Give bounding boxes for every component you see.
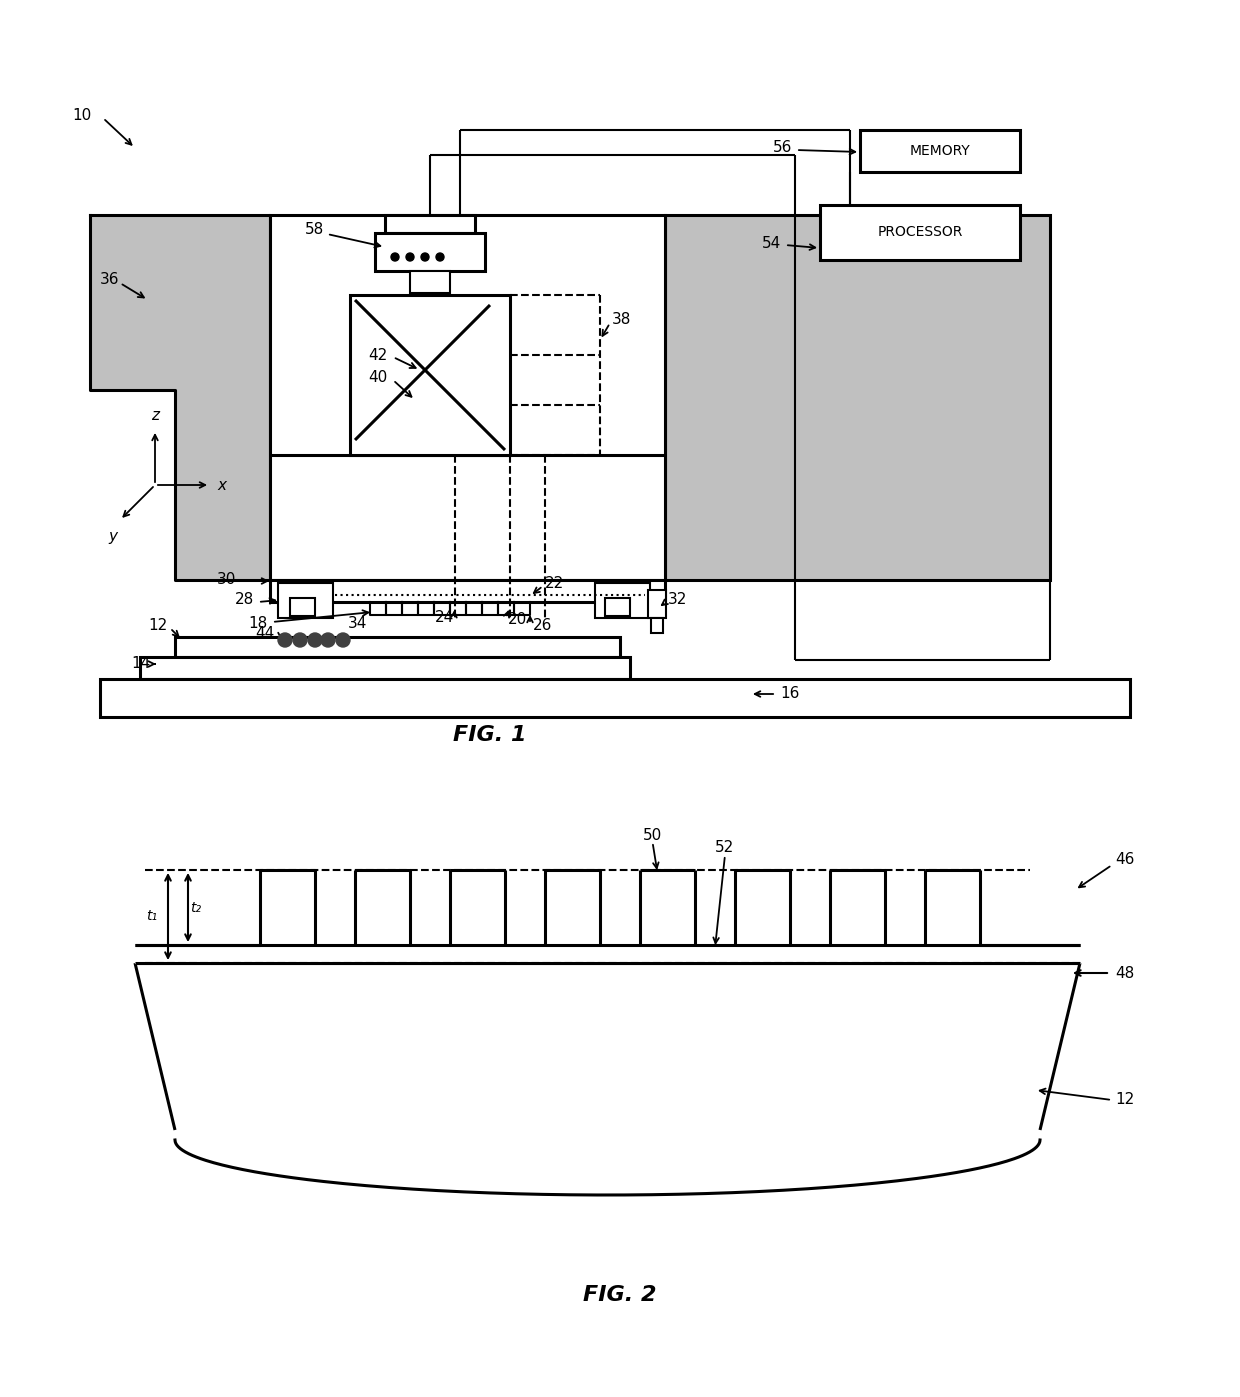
Bar xyxy=(175,637,620,657)
Bar xyxy=(350,295,510,455)
Text: 54: 54 xyxy=(763,236,781,250)
Circle shape xyxy=(293,633,308,647)
Text: 38: 38 xyxy=(613,313,631,327)
Bar xyxy=(861,130,1021,172)
Text: 34: 34 xyxy=(348,616,367,630)
Text: 58: 58 xyxy=(305,222,324,237)
Circle shape xyxy=(336,633,350,647)
Text: 26: 26 xyxy=(533,619,552,633)
Bar xyxy=(278,583,334,617)
Circle shape xyxy=(321,633,335,647)
Bar xyxy=(140,657,630,679)
Text: 18: 18 xyxy=(248,616,268,630)
Text: 12: 12 xyxy=(1115,1092,1135,1108)
Bar xyxy=(384,215,475,233)
Text: 42: 42 xyxy=(368,348,387,362)
Text: FIG. 2: FIG. 2 xyxy=(583,1285,657,1305)
Text: FIG. 1: FIG. 1 xyxy=(454,725,527,745)
Bar xyxy=(665,215,1050,580)
Polygon shape xyxy=(91,215,270,580)
Text: 36: 36 xyxy=(100,272,119,288)
Text: 56: 56 xyxy=(773,141,792,155)
Text: y: y xyxy=(109,529,118,543)
Circle shape xyxy=(405,253,414,261)
Bar xyxy=(595,583,650,617)
Bar xyxy=(270,580,665,602)
Bar xyxy=(270,215,665,580)
Circle shape xyxy=(308,633,322,647)
Text: MEMORY: MEMORY xyxy=(910,144,971,158)
Polygon shape xyxy=(135,944,1080,963)
Text: z: z xyxy=(151,408,159,423)
Text: 16: 16 xyxy=(780,686,800,700)
Text: 40: 40 xyxy=(368,370,387,386)
Circle shape xyxy=(278,633,291,647)
Circle shape xyxy=(391,253,399,261)
Text: 10: 10 xyxy=(72,108,92,123)
Text: 30: 30 xyxy=(217,573,237,588)
Bar xyxy=(410,271,450,293)
Circle shape xyxy=(422,253,429,261)
Text: t₂: t₂ xyxy=(190,901,201,915)
Bar xyxy=(605,598,630,616)
Text: 44: 44 xyxy=(255,626,274,640)
Text: 32: 32 xyxy=(668,592,687,608)
Bar xyxy=(820,205,1021,260)
Text: 24: 24 xyxy=(435,610,454,626)
Text: 28: 28 xyxy=(236,592,254,608)
Bar xyxy=(651,617,663,633)
Text: 20: 20 xyxy=(508,612,527,627)
Polygon shape xyxy=(135,963,1080,1130)
Text: 46: 46 xyxy=(1115,852,1135,868)
Bar xyxy=(649,590,666,617)
Bar xyxy=(290,598,315,616)
Bar xyxy=(100,679,1130,717)
Text: 12: 12 xyxy=(148,617,167,633)
Text: 50: 50 xyxy=(642,827,662,842)
Text: PROCESSOR: PROCESSOR xyxy=(878,225,962,239)
Text: 52: 52 xyxy=(715,841,734,855)
Bar xyxy=(374,233,485,271)
Text: 48: 48 xyxy=(1115,965,1135,981)
Text: x: x xyxy=(217,478,226,493)
Text: 14: 14 xyxy=(131,655,150,671)
Text: 22: 22 xyxy=(546,576,564,591)
Text: t₁: t₁ xyxy=(146,909,157,923)
Polygon shape xyxy=(175,1130,1040,1194)
Circle shape xyxy=(436,253,444,261)
